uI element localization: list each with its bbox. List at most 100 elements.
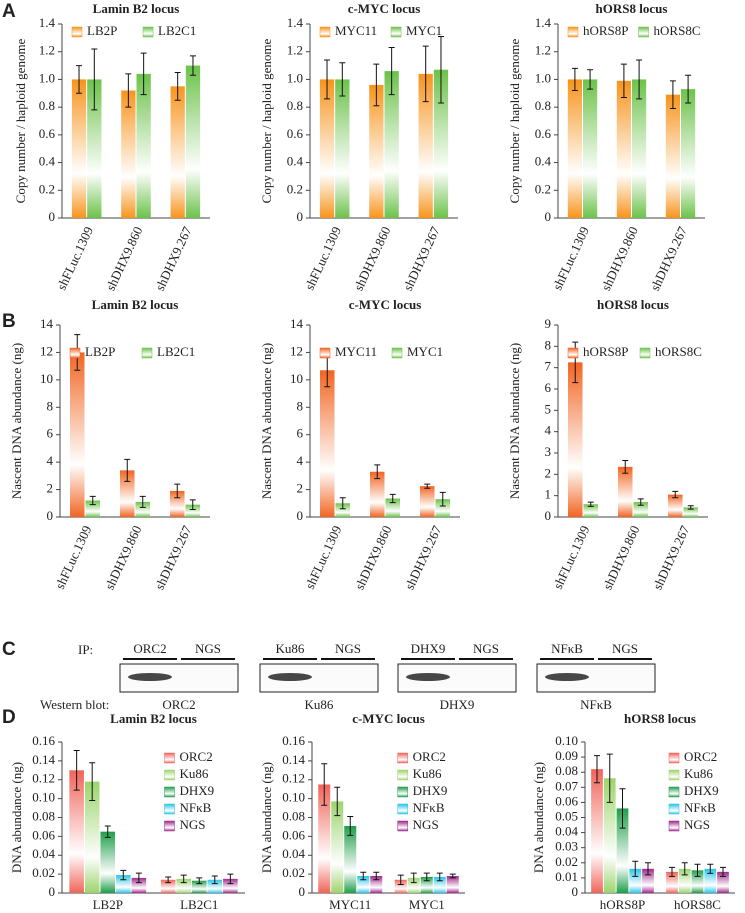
x-tick-label: MYC1 [409, 897, 445, 912]
chart-title: hORS8 locus [596, 1, 668, 16]
legend-swatch [164, 803, 175, 815]
x-tick-label: LB2C1 [180, 897, 218, 912]
y-tick-label: 9 [545, 316, 552, 331]
y-tick-label: 0 [299, 884, 306, 899]
x-tick-label: shDHX9.267 [402, 523, 445, 592]
error-bar [347, 816, 354, 836]
panel-label: C [2, 639, 16, 660]
y-tick-label: 0.6 [287, 126, 304, 141]
y-tick-label: 1 [545, 487, 552, 502]
bar [84, 781, 100, 893]
blot-band [545, 673, 589, 681]
x-tick-label: shFLuc.1309 [52, 523, 94, 591]
bar [681, 89, 696, 218]
y-tick-label: 5 [545, 401, 552, 416]
legend-swatch [639, 347, 651, 359]
error-bar [124, 458, 131, 482]
y-tick-label: 1.4 [287, 15, 304, 30]
error-bar [339, 62, 346, 97]
y-tick-label: 0.12 [282, 771, 305, 786]
error-bar [89, 762, 96, 802]
legend-swatch [390, 26, 402, 38]
bar [160, 879, 176, 893]
y-axis-label: Copy number / haploid genome [13, 38, 28, 203]
chart-title: c-MYC locus [349, 297, 422, 312]
y-tick-label: 0.16 [282, 733, 305, 748]
legend-swatch [164, 820, 175, 832]
legend-swatch [397, 803, 408, 815]
y-tick-label: 0.10 [282, 790, 305, 805]
legend-label: ORC2 [413, 749, 446, 764]
error-bar [321, 763, 328, 806]
ip-lane-label: NGS [473, 641, 499, 656]
legend-label: DHX9 [684, 783, 719, 798]
y-tick-label: 0.4 [39, 154, 56, 169]
y-tick-label: 0.08 [555, 763, 578, 778]
y-tick-label: 1.2 [287, 43, 303, 58]
legend-swatch [668, 752, 680, 764]
error-bar [636, 59, 643, 100]
legend-swatch [319, 26, 331, 38]
y-tick-label: 0.04 [282, 846, 305, 861]
y-tick-label: 6 [545, 380, 552, 395]
ip-lane-label: NGS [612, 641, 638, 656]
legend-label: LB2C1 [157, 344, 195, 359]
legend-label: hORS8C [655, 344, 702, 359]
y-axis-label: DNA abundance (ng) [259, 762, 274, 873]
y-tick-label: 0.2 [535, 181, 551, 196]
bar [116, 875, 131, 893]
legend-swatch [397, 820, 408, 832]
error-bar [632, 860, 639, 877]
legend-label: DHX9 [413, 783, 448, 798]
legend-swatch [164, 786, 175, 798]
y-tick-label: 2 [47, 481, 54, 496]
y-tick-label: 1.2 [535, 43, 551, 58]
error-bar [373, 871, 380, 881]
bar [665, 94, 680, 218]
legend-swatch [319, 347, 331, 359]
error-bar [637, 498, 644, 506]
blot-antibody: NFκB [580, 697, 612, 712]
blot-band [128, 673, 172, 681]
legend-label: ORC2 [179, 749, 212, 764]
legend-label: NGS [684, 817, 710, 832]
error-bar [165, 876, 172, 884]
legend-label: NGS [179, 817, 205, 832]
y-tick-label: 3 [545, 444, 552, 459]
y-tick-label: 0.4 [535, 154, 552, 169]
bar [70, 352, 85, 517]
y-tick-label: 0 [297, 209, 304, 224]
error-bar [125, 73, 132, 108]
y-tick-label: 0.8 [535, 98, 551, 113]
ip-label: IP: [78, 642, 93, 657]
chart-title: c-MYC locus [348, 1, 421, 16]
bar [583, 79, 598, 218]
legend-swatch [397, 769, 408, 781]
bar [170, 86, 185, 218]
legend-label: MYC11 [335, 23, 377, 38]
y-tick-label: 0.10 [555, 733, 578, 748]
y-tick-label: 12 [40, 343, 53, 358]
bar [632, 79, 647, 218]
error-bar [645, 862, 651, 876]
ip-lane-label: NGS [195, 641, 221, 656]
x-tick-label: LB2P [93, 897, 123, 912]
error-bar [619, 788, 626, 829]
error-bar [174, 483, 181, 499]
bar [567, 79, 582, 218]
y-tick-label: 0.06 [555, 793, 578, 808]
panel-label: B [2, 311, 16, 332]
error-bar [374, 464, 381, 480]
error-bar [422, 45, 429, 103]
x-tick-label: shDHX9.267 [650, 523, 693, 592]
x-tick-label: shFLuc.1309 [54, 224, 96, 292]
y-tick-label: 0.8 [287, 98, 303, 113]
error-bar [622, 459, 629, 474]
legend-label: hORS8C [654, 23, 701, 38]
bar [320, 370, 335, 517]
error-bar [89, 495, 96, 506]
bar [384, 71, 399, 218]
x-tick-label: shDHX9.860 [352, 523, 395, 592]
y-tick-label: 1.2 [39, 43, 55, 58]
y-tick-label: 8 [545, 337, 552, 352]
